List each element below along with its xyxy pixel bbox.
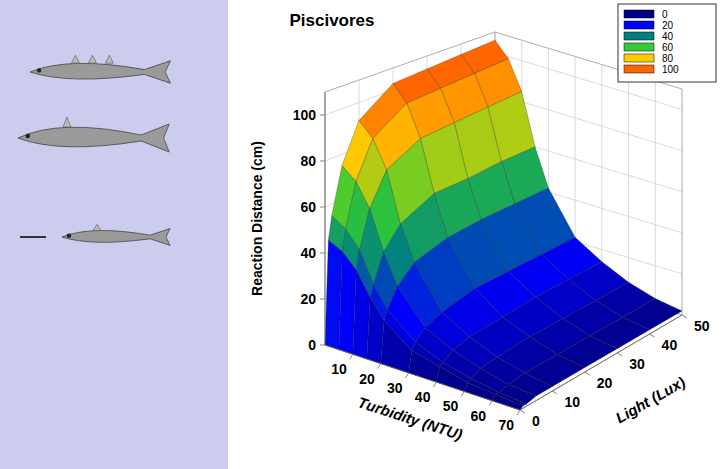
x-tick-label: 10 — [331, 361, 347, 377]
x-tick — [433, 382, 436, 387]
y-tick-label: 10 — [564, 394, 580, 410]
legend-label: 40 — [662, 31, 674, 42]
z-tick — [320, 161, 325, 162]
fish-body — [62, 229, 170, 246]
fish-illustration — [62, 224, 170, 245]
fish-eye — [26, 134, 30, 138]
x-axis-line — [325, 345, 520, 410]
z-tick-label: 40 — [300, 245, 316, 261]
legend-swatch — [624, 43, 654, 51]
x-tick-label: 60 — [471, 408, 487, 424]
legend-label: 100 — [662, 64, 679, 75]
legend: 020406080100 — [618, 4, 716, 82]
x-tick-label: 40 — [415, 389, 431, 405]
y-tick — [552, 391, 557, 394]
fish-body — [18, 124, 169, 152]
x-tick — [489, 401, 492, 406]
x-tick — [517, 410, 520, 415]
z-tick — [320, 207, 325, 208]
walls — [325, 32, 682, 410]
y-axis-title: Light (Lux) — [612, 373, 688, 426]
side-panel — [0, 0, 228, 469]
y-grid-line — [325, 92, 326, 345]
x-tick-label: 50 — [443, 398, 459, 414]
x-tick-label: 70 — [498, 417, 514, 433]
y-tick-label: 30 — [629, 356, 645, 372]
fish-eye — [67, 234, 71, 238]
fish-illustration — [30, 55, 170, 83]
x-tick — [461, 391, 464, 396]
legend-label: 80 — [662, 53, 674, 64]
y-tick-label: 20 — [597, 375, 613, 391]
x-tick-label: 30 — [387, 380, 403, 396]
canvas: 0204060801001020304050607001020304050Tur… — [0, 0, 722, 469]
z-tick — [320, 299, 325, 300]
legend-swatch — [624, 54, 654, 62]
y-tick-label: 50 — [694, 318, 710, 334]
z-tick — [320, 253, 325, 254]
x-grid-line — [601, 65, 602, 291]
x-tick — [350, 354, 353, 359]
legend-label: 20 — [662, 20, 674, 31]
z-tick-label: 100 — [293, 107, 317, 123]
z-tick-label: 80 — [300, 153, 316, 169]
z-axis-line — [325, 92, 326, 345]
legend-swatch — [624, 65, 654, 73]
x-axis-title: Turbidity (NTU) — [356, 393, 465, 443]
x-grid-line — [628, 73, 629, 299]
legend-label: 60 — [662, 42, 674, 53]
surface — [325, 40, 682, 410]
legend-swatch — [624, 10, 654, 18]
x-tick-label: 20 — [359, 371, 375, 387]
z-tick-label: 20 — [300, 291, 316, 307]
z-tick-label: 0 — [308, 337, 316, 353]
y-tick — [650, 334, 655, 337]
x-grid-line — [682, 89, 683, 315]
fish-fin — [88, 55, 96, 63]
fish-fin — [63, 117, 71, 127]
fish-eye — [37, 68, 41, 72]
fish-fin — [93, 224, 101, 230]
fish-illustration — [18, 117, 169, 152]
y-tick — [682, 315, 687, 318]
x-grid-line — [655, 81, 656, 307]
z-axis-title: Reaction Distance (cm) — [249, 141, 265, 296]
fish-fin — [105, 55, 113, 63]
y-tick — [520, 410, 525, 413]
z-tick — [320, 345, 325, 346]
x-tick — [378, 364, 381, 369]
surface-cell — [409, 350, 440, 382]
legend-label: 0 — [662, 9, 668, 20]
y-tick — [585, 372, 590, 375]
legend-swatch — [624, 32, 654, 40]
legend-box — [618, 4, 716, 82]
y-tick-label: 40 — [662, 337, 678, 353]
y-tick-label: 0 — [532, 413, 540, 429]
fish-body — [30, 61, 170, 83]
legend-swatch — [624, 21, 654, 29]
chart-title: Piscivores — [289, 11, 374, 30]
y-tick — [617, 353, 622, 356]
surface-cell — [464, 383, 495, 401]
pointer-line — [20, 236, 46, 238]
fish-fin — [72, 55, 80, 63]
x-tick — [406, 373, 409, 378]
z-tick — [320, 115, 325, 116]
z-tick-label: 60 — [300, 199, 316, 215]
axes: 0204060801001020304050607001020304050Tur… — [249, 92, 710, 443]
